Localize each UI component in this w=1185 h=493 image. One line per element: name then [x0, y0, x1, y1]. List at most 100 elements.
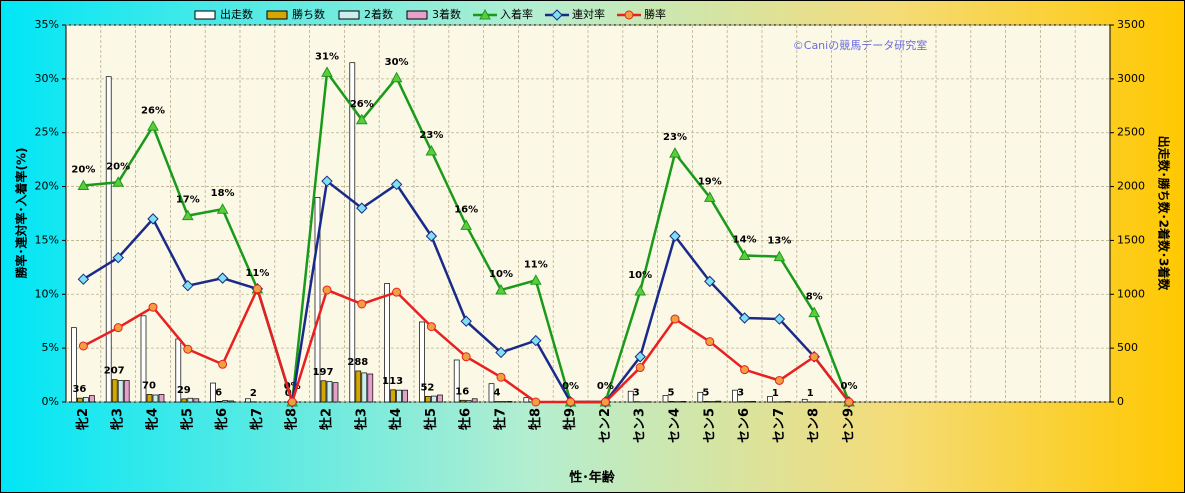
line-value-label: 0% — [841, 381, 858, 392]
marker — [529, 274, 542, 285]
y2-tick-label: 2000 — [1117, 180, 1145, 193]
marker — [425, 144, 438, 156]
line-value-label: 10% — [489, 269, 513, 280]
bar — [384, 283, 390, 403]
marker — [425, 230, 438, 242]
marker — [635, 363, 645, 373]
y2-tick-label: 1500 — [1117, 233, 1145, 246]
bar — [801, 398, 808, 403]
bar — [668, 401, 675, 403]
bar — [750, 401, 756, 403]
marker — [78, 341, 88, 351]
bar — [349, 62, 356, 403]
line-value-label: 20% — [106, 161, 130, 172]
bar — [431, 395, 437, 403]
marker — [287, 397, 297, 407]
marker — [390, 71, 403, 83]
marker — [740, 365, 750, 375]
x-tick-label: セン9 — [842, 408, 857, 443]
marker — [808, 306, 821, 318]
bar — [105, 76, 112, 403]
bar — [697, 391, 704, 403]
y2-tick-label: 500 — [1117, 341, 1138, 354]
y2-tick-label: 3500 — [1117, 18, 1145, 31]
legend-swatch — [266, 10, 288, 20]
x-tick-label: 牡7 — [493, 408, 509, 430]
bar — [367, 373, 374, 403]
marker — [321, 175, 333, 187]
y2-tick-label: 3000 — [1117, 72, 1145, 85]
bar-value-label: 29 — [177, 385, 191, 396]
x-tick-label: 牝4 — [145, 408, 161, 430]
bar — [332, 382, 339, 403]
marker — [634, 285, 647, 296]
marker — [77, 179, 90, 190]
x-tick-label: セン6 — [737, 408, 752, 443]
line-value-label: 0% — [597, 381, 614, 392]
bar — [506, 401, 513, 403]
bar — [77, 397, 83, 403]
x-tick-label: 牡9 — [562, 408, 578, 430]
x-tick-label: セン8 — [807, 408, 822, 443]
marker — [252, 284, 262, 294]
line-value-label: 16% — [454, 204, 478, 215]
marker — [426, 322, 436, 332]
bar — [117, 380, 124, 403]
legend-label: 3着数 — [432, 7, 461, 21]
marker — [495, 346, 507, 359]
marker — [355, 113, 368, 125]
bar — [680, 401, 687, 403]
marker — [738, 312, 751, 324]
legend-swatch — [194, 10, 216, 20]
bar — [732, 389, 738, 403]
marker — [531, 397, 541, 407]
bar-value-label: 5 — [702, 387, 709, 398]
x-tick-label: 牡6 — [458, 408, 474, 430]
line-value-label: 0% — [562, 381, 579, 392]
marker — [669, 230, 681, 242]
y-tick-label: 0% — [42, 395, 59, 408]
x-tick-label: セン5 — [702, 408, 717, 443]
marker — [738, 249, 751, 261]
x-tick-label: 牝5 — [179, 408, 195, 430]
y-tick-label: 20% — [35, 180, 59, 193]
marker — [183, 344, 193, 354]
bar-value-label: 70 — [142, 380, 156, 391]
line-value-label: 19% — [698, 176, 722, 187]
bar-value-label: 1 — [807, 388, 814, 399]
x-tick-label: 牝2 — [75, 408, 91, 430]
x-tick-label: セン4 — [668, 408, 683, 443]
bar — [83, 397, 89, 403]
legend-label: 勝ち数 — [292, 7, 325, 21]
bar — [425, 396, 431, 403]
marker — [112, 251, 124, 264]
bar — [216, 401, 222, 403]
y-tick-label: 5% — [42, 341, 59, 354]
legend-label: 2着数 — [364, 7, 393, 21]
bar — [627, 390, 634, 403]
marker — [218, 359, 228, 369]
x-tick-label: 牡4 — [388, 408, 404, 430]
bar — [703, 401, 710, 403]
x-tick-label: 牡2 — [319, 408, 335, 430]
bar — [471, 398, 478, 403]
y-tick-label: 10% — [35, 287, 59, 300]
marker — [148, 302, 158, 312]
marker — [809, 352, 819, 362]
y-tick-label: 30% — [35, 72, 59, 85]
line-value-label: 8% — [806, 292, 823, 303]
bar — [222, 400, 228, 403]
x-tick-label: 牡5 — [423, 408, 439, 430]
bar — [459, 399, 466, 403]
marker — [600, 397, 610, 407]
marker — [704, 275, 716, 288]
legend-swatch — [406, 10, 428, 20]
bar — [89, 395, 95, 403]
marker — [392, 287, 402, 297]
bar — [715, 400, 722, 403]
x-tick-label: セン3 — [633, 408, 648, 443]
marker — [460, 219, 473, 230]
line-value-label: 26% — [350, 99, 374, 110]
bar — [662, 395, 669, 403]
